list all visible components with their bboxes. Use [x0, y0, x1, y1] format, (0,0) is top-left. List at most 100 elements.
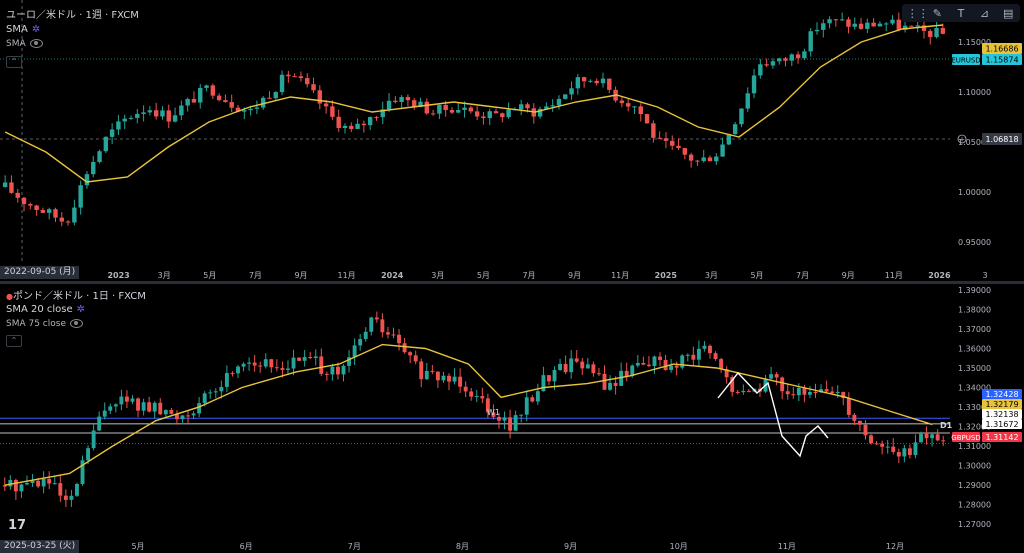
candle-body — [569, 88, 574, 95]
candle-body — [198, 87, 203, 103]
candle-body — [298, 76, 304, 79]
candle-body — [907, 448, 912, 456]
candle-body — [646, 364, 651, 366]
candle-body — [552, 369, 557, 382]
candle-body — [695, 160, 700, 162]
candle-body — [324, 373, 329, 375]
settings-icon[interactable]: ✲ — [31, 24, 41, 35]
daily-sma75-legend[interactable]: SMA 75 close — [6, 319, 83, 329]
weekly-chart-pane[interactable]: 1.150001.100001.050001.000000.950001月202… — [0, 0, 1024, 282]
candle-body — [141, 112, 146, 114]
candle-body — [152, 402, 157, 412]
crosshair-price-tag-text: 1.06818 — [985, 135, 1018, 144]
candle-body — [128, 117, 134, 119]
candle-body — [202, 393, 207, 404]
drag-handle-icon[interactable]: ⋮⋮ — [906, 6, 929, 20]
candle-body — [863, 424, 868, 436]
candle-body — [443, 104, 448, 111]
symbol-tag — [952, 432, 980, 442]
candle-body — [374, 117, 379, 119]
level-price-tag — [982, 419, 1022, 429]
candle-body — [608, 382, 612, 390]
record-icon: ● — [6, 292, 13, 301]
candle-body — [580, 361, 585, 369]
candle-body — [223, 100, 228, 103]
candle-body — [147, 402, 152, 412]
daily-chart-canvas[interactable]: 1.39000 1.38000 1.37000 1.36000 1.35000 1.340… — [0, 284, 1024, 553]
brush-icon[interactable]: ✎ — [932, 6, 942, 20]
candle-body — [418, 101, 423, 108]
eye-icon[interactable] — [29, 39, 43, 48]
candle-body — [286, 74, 291, 77]
y-tick-label: 1.35000 — [958, 364, 991, 373]
candle-body — [575, 77, 581, 89]
trash-icon[interactable]: ▤ — [1002, 6, 1014, 20]
weekly-sma2-legend[interactable]: SMA — [6, 39, 43, 49]
candle-body — [180, 415, 185, 420]
candle-body — [544, 106, 549, 109]
candle-body — [15, 192, 20, 198]
level-price-tag — [982, 399, 1022, 409]
candle-body — [235, 107, 241, 112]
candle-body — [280, 368, 285, 370]
candle-body — [405, 97, 411, 101]
settings-icon[interactable]: ✲ — [76, 304, 86, 315]
candle-body — [846, 19, 851, 27]
x-tick-label: 2025 — [655, 271, 678, 280]
candle-body — [399, 97, 404, 102]
candle-body — [491, 412, 496, 417]
weekly-sma-legend[interactable]: SMA ✲ — [6, 24, 40, 35]
candle-body — [191, 98, 197, 103]
pane-divider[interactable] — [0, 281, 1024, 284]
candle-body — [619, 100, 625, 104]
candle-body — [821, 23, 826, 30]
candle-body — [109, 129, 115, 137]
candle-body — [607, 78, 612, 90]
y-tick-label: 1.34000 — [958, 384, 991, 393]
candle-body — [719, 359, 724, 370]
candle-body — [59, 217, 64, 222]
x-tick-label: 11月 — [611, 271, 629, 280]
collapse-legend-button[interactable]: ⌃ — [6, 335, 22, 347]
candle-body — [2, 182, 8, 187]
y-tick-label: 0.95000 — [958, 238, 991, 247]
candle-body — [871, 22, 876, 27]
y-tick-label: 1.05000 — [958, 138, 991, 147]
candle-body — [789, 54, 795, 61]
candle-body — [204, 85, 209, 88]
daily-chart-pane[interactable]: 1.39000 1.38000 1.37000 1.36000 1.35000 1.340… — [0, 284, 1024, 553]
candle-body — [858, 23, 864, 29]
x-tick-label: 3月 — [158, 271, 171, 280]
candle-body — [635, 362, 640, 366]
collapse-legend-button[interactable]: ⌃ — [6, 56, 22, 68]
candle-body — [41, 478, 46, 487]
candle-body — [730, 377, 735, 392]
candle-body — [652, 356, 657, 366]
candle-body — [452, 376, 457, 382]
crosshair-price-tag — [982, 133, 1022, 145]
candle-body — [896, 19, 902, 30]
candle-body — [122, 118, 127, 122]
candle-body — [135, 113, 140, 118]
candle-body — [317, 90, 323, 104]
sma-line — [4, 343, 933, 486]
x-tick-label: 9月 — [564, 542, 577, 551]
candle-body — [702, 345, 707, 349]
candle-body — [241, 363, 246, 367]
candle-body — [292, 76, 297, 78]
candle-body — [341, 365, 346, 375]
pencil-icon[interactable]: ⊿ — [979, 6, 990, 20]
candle-body — [641, 362, 646, 365]
eye-icon[interactable] — [70, 319, 83, 328]
x-tick-label: 12月 — [886, 542, 904, 551]
candle-body — [273, 92, 278, 99]
candle-body — [670, 140, 675, 146]
candle-body — [585, 364, 590, 369]
candle-body — [735, 391, 740, 393]
text-tool-icon[interactable]: T — [957, 6, 965, 20]
daily-sma20-legend[interactable]: SMA 20 close ✲ — [6, 304, 85, 315]
candle-body — [877, 23, 883, 27]
candle-body — [367, 117, 373, 126]
weekly-chart-canvas[interactable]: 1.150001.100001.050001.000000.950001月202… — [0, 0, 1024, 282]
candle-body — [669, 365, 674, 371]
